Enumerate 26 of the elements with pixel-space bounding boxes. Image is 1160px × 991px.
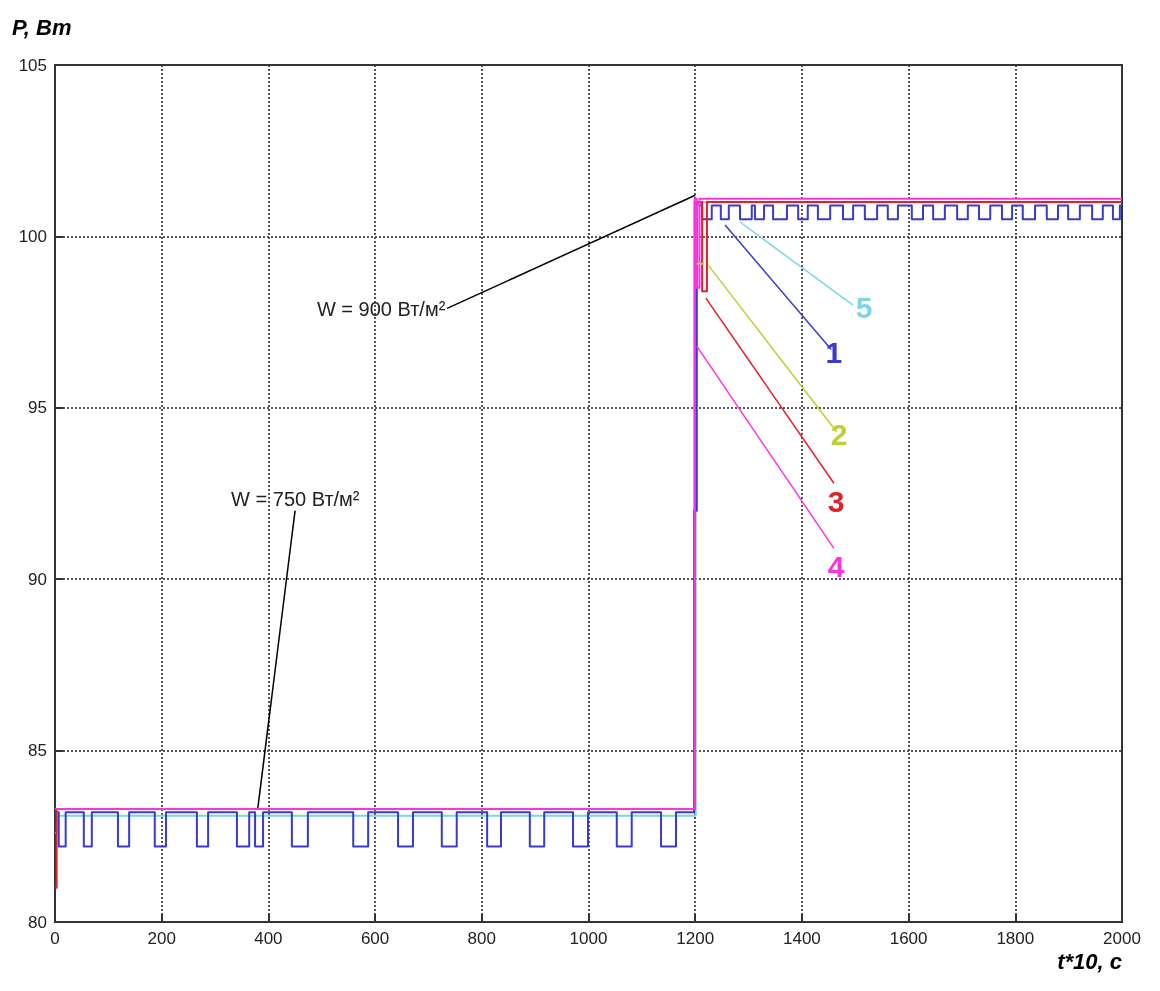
text: 5 [855,290,873,324]
text: 4 [827,550,845,584]
annotation: W = 750 Вт/м² [231,487,360,510]
x-tick-label: 1000 [569,929,608,948]
text: 3 [827,485,845,519]
y-tick-label: 85 [28,741,47,761]
text: 1 [825,336,843,370]
x-tick-label: 1600 [889,929,928,948]
y-axis-title: P, Вт [12,14,72,40]
x-tick-label: 1800 [996,929,1035,948]
x-tick-label: 1200 [676,929,715,948]
y-tick-label: 100 [18,226,47,246]
x-tick-label: 1400 [782,929,821,948]
x-tick-label: 200 [147,929,176,948]
y-tick-label: 80 [28,912,47,932]
annotation: W = 900 Вт/м² [316,298,446,321]
y-tick-label: 90 [28,569,47,589]
x-tick-label: 2000 [1103,929,1141,948]
x-axis-title: t*10, с [1057,948,1123,974]
y-tick-label: 95 [28,398,47,418]
x-tick-label: 400 [254,929,283,948]
x-tick-label: 600 [360,929,390,948]
x-tick-label: 800 [467,929,496,948]
text: 2 [830,418,848,452]
y-tick-label: 105 [18,55,47,75]
x-tick-label: 0 [50,929,60,948]
